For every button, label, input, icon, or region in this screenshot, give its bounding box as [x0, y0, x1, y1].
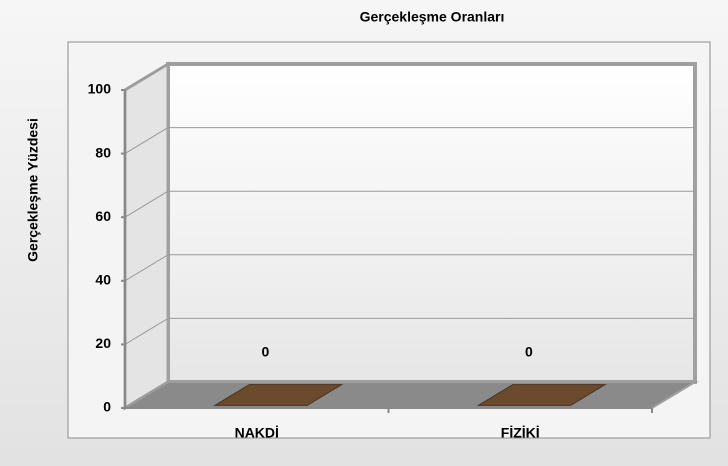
grid-line — [124, 254, 169, 282]
floor — [121, 381, 699, 409]
grid-line — [124, 63, 169, 91]
grid-line — [124, 381, 169, 409]
y-tick-label: 20 — [95, 335, 111, 351]
bar-top — [476, 384, 607, 406]
chart-title: Gerçekleşme Oranları — [360, 9, 505, 25]
data-label: 0 — [261, 344, 269, 360]
y-tick-label: 80 — [95, 144, 111, 160]
x-tick-label: FİZİKİ — [501, 425, 540, 441]
grid-line — [124, 190, 169, 218]
back-wall — [166, 62, 697, 384]
side-wall — [123, 61, 170, 411]
y-tick-label: 0 — [103, 399, 111, 415]
grid-line — [124, 317, 169, 345]
x-tick-label: NAKDİ — [235, 425, 279, 441]
grid-line — [124, 127, 169, 155]
y-tick-label: 100 — [88, 81, 112, 97]
y-axis-label: Gerçekleşme Yüzdesi — [25, 118, 41, 262]
bar-top — [213, 384, 344, 406]
data-label: 0 — [525, 344, 533, 360]
y-tick-label: 60 — [95, 208, 111, 224]
y-tick-label: 40 — [95, 272, 111, 288]
